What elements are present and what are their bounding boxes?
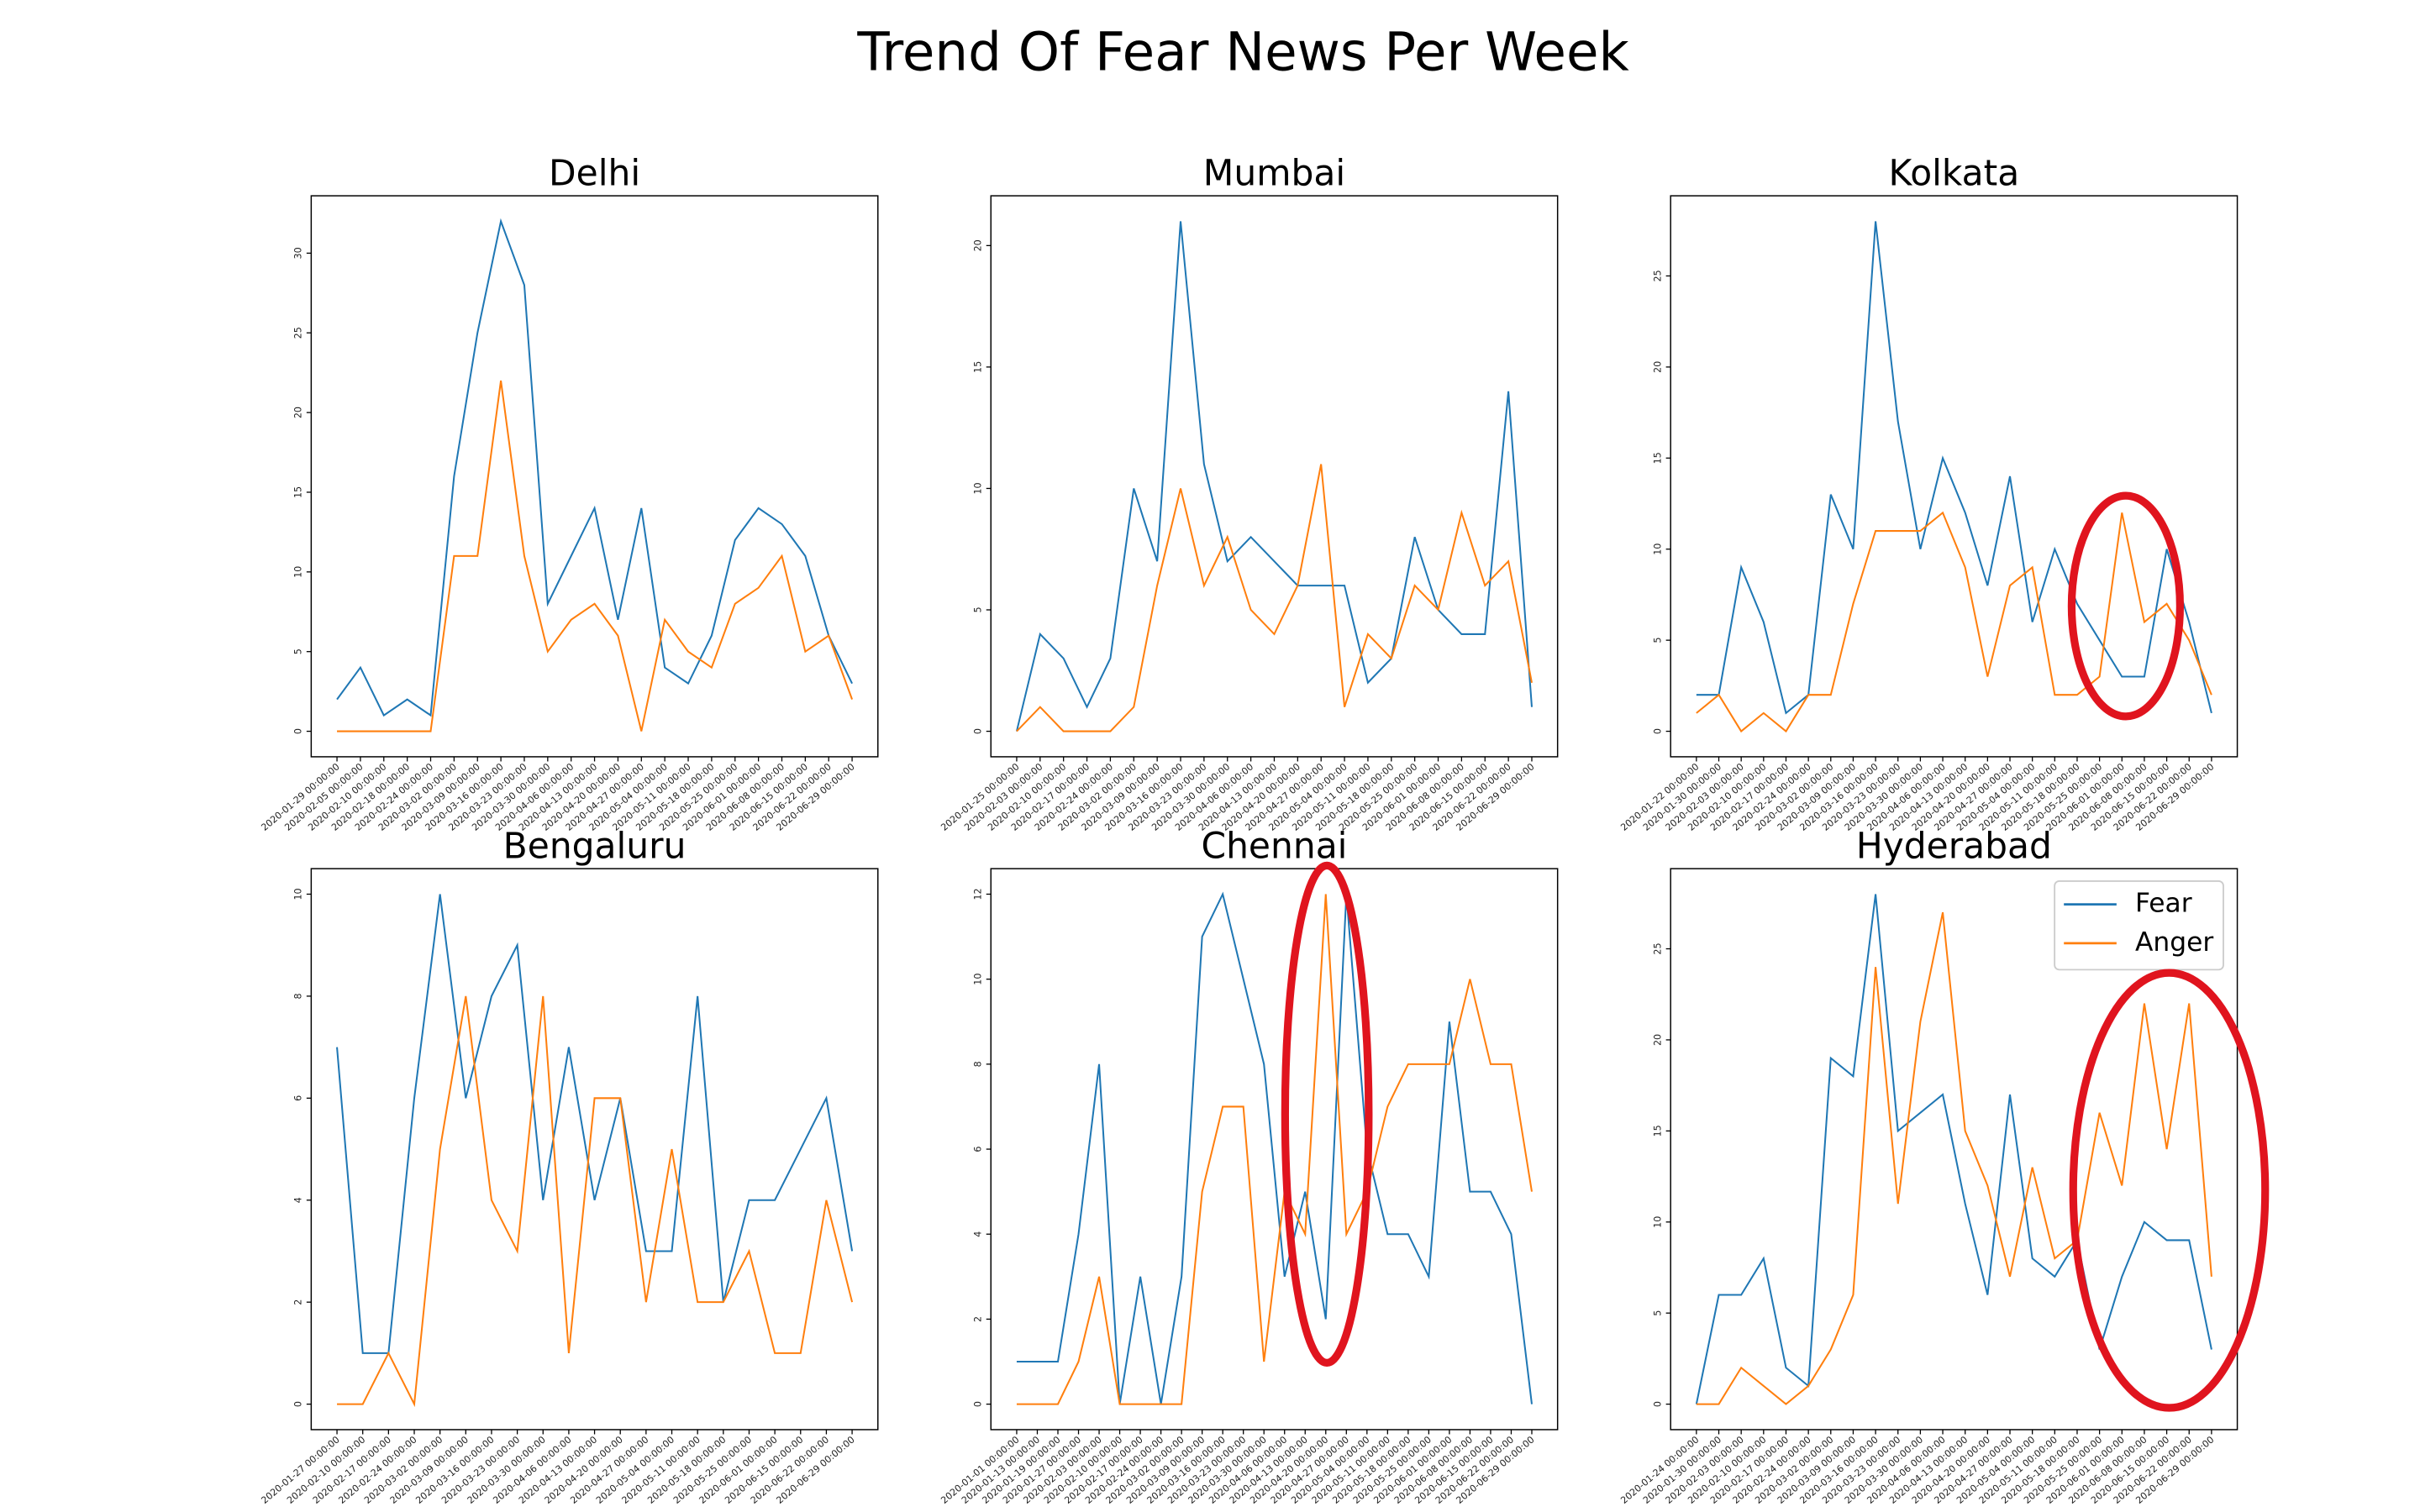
data-line: [337, 995, 854, 1408]
y-tick-label: 4: [973, 1231, 984, 1237]
y-tick-label: 15: [973, 361, 984, 373]
axis-title: Bengaluru: [503, 827, 687, 868]
y-tick-label: 5: [973, 606, 984, 612]
y-tick-label: 10: [973, 974, 984, 985]
data-line: [1016, 464, 1533, 732]
y-tick-label: 15: [1652, 1125, 1663, 1137]
axis-title: Chennai: [1201, 827, 1347, 868]
axes-frame: [310, 195, 879, 758]
axes-frame: [310, 868, 879, 1431]
y-tick-label: 10: [293, 566, 304, 578]
axis-title: Kolkata: [1889, 153, 2020, 194]
y-tick-label: 25: [1652, 942, 1663, 954]
data-line: [1696, 221, 2212, 715]
data-line: [1016, 894, 1533, 1405]
legend-label: Anger: [2135, 927, 2213, 958]
y-tick-label: 15: [1652, 452, 1663, 464]
axis-title: Hyderabad: [1856, 827, 2052, 868]
y-tick-label: 10: [973, 482, 984, 494]
y-tick-label: 0: [293, 1401, 304, 1407]
data-line: [1015, 221, 1533, 732]
y-tick-label: 8: [293, 993, 304, 999]
y-tick-label: 6: [293, 1095, 304, 1101]
y-tick-label: 20: [1652, 361, 1663, 373]
y-tick-label: 0: [973, 728, 984, 734]
data-line: [1696, 911, 2212, 1405]
data-line: [1695, 894, 2212, 1404]
y-tick-label: 5: [293, 648, 304, 654]
figure-title: Trend Of Fear News Per Week: [856, 22, 1629, 83]
legend-label: Fear: [2135, 889, 2192, 919]
axis-title: Delhi: [549, 153, 640, 194]
y-tick-label: 10: [1652, 543, 1663, 555]
data-line: [336, 894, 854, 1354]
highlight-circle: [2069, 969, 2270, 1412]
y-tick-label: 25: [1652, 270, 1663, 281]
y-tick-label: 6: [973, 1147, 984, 1152]
y-tick-label: 4: [293, 1197, 304, 1203]
axes-frame: [990, 868, 1559, 1431]
y-tick-label: 10: [1652, 1216, 1663, 1228]
y-tick-label: 5: [1652, 638, 1663, 643]
axes-frame: [1670, 195, 2238, 758]
y-tick-label: 2: [293, 1299, 304, 1305]
y-tick-label: 25: [293, 327, 304, 339]
y-tick-label: 2: [973, 1316, 984, 1322]
highlight-circle: [1281, 861, 1373, 1368]
y-tick-label: 30: [293, 247, 304, 259]
y-tick-label: 0: [293, 728, 304, 734]
y-tick-label: 20: [973, 239, 984, 251]
data-line: [1696, 511, 2212, 733]
axes-frame: [1670, 868, 2238, 1431]
y-tick-label: 8: [973, 1061, 984, 1067]
y-tick-label: 20: [293, 407, 304, 418]
y-tick-label: 0: [973, 1401, 984, 1407]
highlight-circle: [2067, 491, 2185, 721]
axes-frame: [990, 195, 1559, 758]
y-tick-label: 0: [1652, 1401, 1663, 1407]
y-tick-label: 20: [1652, 1034, 1663, 1046]
data-line: [337, 381, 854, 732]
data-line: [336, 218, 853, 717]
axis-title: Mumbai: [1203, 153, 1345, 194]
y-tick-label: 12: [973, 888, 984, 900]
y-tick-label: 10: [293, 888, 304, 900]
y-tick-label: 15: [293, 486, 304, 498]
y-tick-label: 5: [1652, 1310, 1663, 1316]
y-tick-label: 0: [1652, 728, 1663, 734]
